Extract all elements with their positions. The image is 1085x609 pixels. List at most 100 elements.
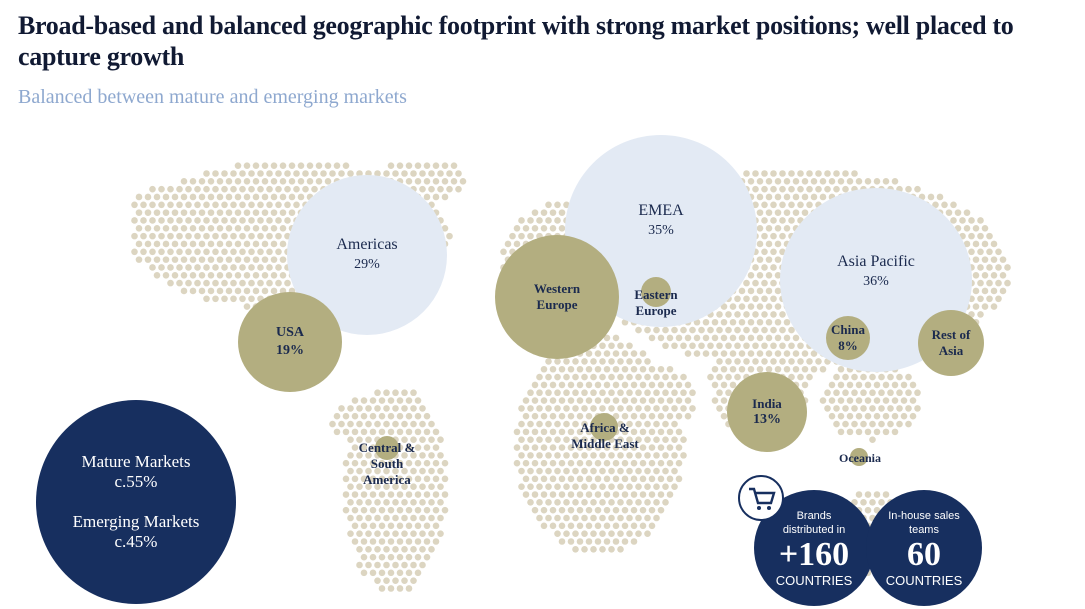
map-dot xyxy=(419,467,426,475)
map-dot xyxy=(576,428,584,436)
map-dot xyxy=(954,209,962,216)
map-dot xyxy=(995,279,1002,287)
map-dot xyxy=(149,248,156,256)
map-dot xyxy=(680,452,687,459)
map-dot xyxy=(738,365,746,373)
map-dot xyxy=(455,185,462,193)
map-dot xyxy=(734,326,741,334)
map-dot xyxy=(585,538,593,545)
map-dot xyxy=(792,209,800,216)
map-dot xyxy=(563,452,570,459)
map-dot xyxy=(810,193,818,201)
map-dot xyxy=(360,491,368,498)
map-dot xyxy=(428,467,435,475)
map-dot xyxy=(369,569,377,577)
map-dot xyxy=(612,459,620,467)
map-dot xyxy=(383,389,390,397)
map-dot xyxy=(851,373,858,381)
map-dot xyxy=(635,405,642,412)
map-dot xyxy=(680,436,687,444)
map-dot xyxy=(590,405,597,412)
map-dot xyxy=(783,225,791,232)
map-dot xyxy=(531,209,539,216)
map-dot xyxy=(257,217,264,224)
map-dot xyxy=(590,467,597,475)
map-dot xyxy=(842,405,849,412)
map-dot xyxy=(243,256,251,263)
map-dot xyxy=(873,412,881,420)
map-dot xyxy=(432,506,440,514)
map-dot xyxy=(986,232,993,240)
map-dot xyxy=(234,287,242,295)
map-dot xyxy=(801,365,809,373)
map-dot xyxy=(666,381,674,389)
map-dot xyxy=(261,162,269,169)
map-dot xyxy=(770,326,777,334)
map-dot xyxy=(594,365,602,373)
map-dot xyxy=(558,209,566,216)
map-dot xyxy=(882,397,890,404)
bubble: India 13% xyxy=(727,372,807,452)
bubble: China 8% xyxy=(826,316,870,360)
map-dot xyxy=(387,491,395,498)
map-dot xyxy=(378,428,386,436)
map-dot xyxy=(644,436,651,444)
map-dot xyxy=(675,397,683,404)
map-dot xyxy=(558,459,566,467)
map-dot xyxy=(234,162,242,169)
map-dot xyxy=(414,162,422,169)
map-dot xyxy=(423,444,431,451)
map-dot xyxy=(563,467,570,475)
map-dot xyxy=(518,232,525,240)
map-dot xyxy=(567,397,575,404)
map-dot xyxy=(414,553,422,561)
map-dot xyxy=(189,209,197,216)
map-dot xyxy=(410,467,417,475)
map-dot xyxy=(792,365,800,373)
map-dot xyxy=(198,271,206,279)
map-dot xyxy=(603,491,611,498)
map-dot xyxy=(279,256,287,263)
emerging-share: c.45% xyxy=(114,532,158,551)
map-dot xyxy=(212,279,219,287)
map-dot xyxy=(968,217,975,224)
map-dot xyxy=(405,538,413,545)
map-dot xyxy=(378,569,386,577)
map-dot xyxy=(243,162,251,169)
map-dot xyxy=(693,350,701,357)
map-dot xyxy=(657,506,665,514)
map-dot xyxy=(882,428,890,436)
map-dot xyxy=(383,514,390,522)
map-dot xyxy=(284,201,291,209)
map-dot xyxy=(572,530,579,537)
map-dot xyxy=(347,514,354,522)
map-dot xyxy=(405,162,413,169)
map-dot xyxy=(851,420,858,428)
map-dot xyxy=(734,295,741,303)
map-dot xyxy=(770,279,777,287)
map-dot xyxy=(680,342,687,350)
map-dot xyxy=(365,546,372,553)
map-dot xyxy=(545,358,552,365)
map-dot xyxy=(648,428,656,436)
map-dot xyxy=(864,428,872,436)
map-dot xyxy=(626,373,633,381)
map-dot xyxy=(288,209,296,216)
map-dot xyxy=(369,459,377,467)
map-dot xyxy=(189,287,197,295)
map-dot xyxy=(212,232,219,240)
map-dot xyxy=(774,334,782,342)
map-dot xyxy=(531,428,539,436)
map-dot xyxy=(239,232,246,240)
map-dot xyxy=(212,295,219,303)
map-dot xyxy=(635,373,642,381)
map-dot xyxy=(914,405,921,412)
map-dot xyxy=(198,256,206,263)
map-dot xyxy=(644,499,651,506)
map-dot xyxy=(203,185,210,193)
map-dot xyxy=(882,491,890,498)
map-dot xyxy=(527,405,534,412)
map-dot xyxy=(203,264,210,271)
map-dot xyxy=(162,225,170,232)
map-dot xyxy=(284,170,291,177)
